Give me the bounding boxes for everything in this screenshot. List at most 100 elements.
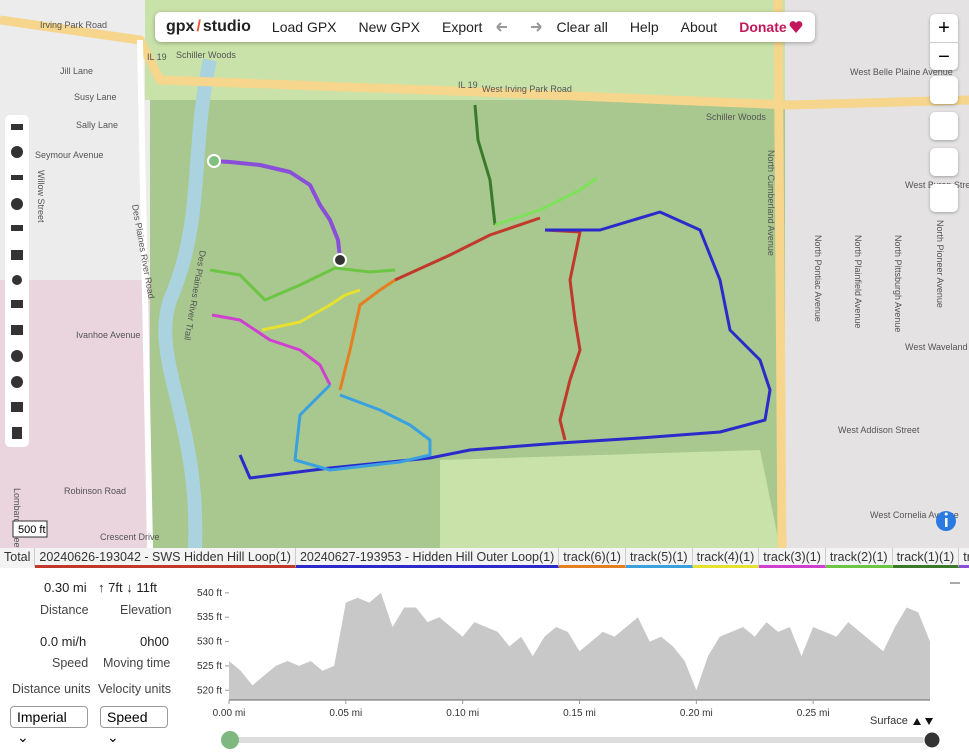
x-tick-label: 0.20 mi [680,708,713,719]
toolbar: gpx / studio Load GPX New GPX Export Clear… [155,12,815,42]
street-view-button[interactable] [930,148,958,176]
track [293,383,432,472]
tool[interactable] [11,225,23,231]
file-tab[interactable]: track(5)(1) [625,548,693,568]
logo-text: gpx [166,18,195,35]
elevation-label: Elevation [120,603,172,617]
layers-button[interactable] [930,184,958,212]
x-tick-label: 0.00 mi [213,708,246,719]
zoom-in[interactable]: + [938,17,950,39]
select-value: Speed [107,709,148,725]
menu-item[interactable]: Clear all [556,19,608,35]
file-tabs: Total 20240626-193042 - SWS Hidden Hill L… [0,548,969,568]
zoom-control: + − [930,14,958,70]
golf-course [440,450,780,548]
end-marker[interactable] [333,253,347,267]
track [544,228,582,441]
elevation-chart: Surface 520 ft 525 ft 530 ft 535 ft 540 ft 0.… [197,582,960,749]
file-tab[interactable]: track(3)(1) [759,548,826,568]
map-label: Susy Lane [74,92,117,102]
tool[interactable] [11,146,23,158]
map: Irving Park Road IL 19 IL 19 West Irving… [0,0,969,548]
tool[interactable] [11,198,23,210]
file-tab[interactable]: track(7) [959,548,969,568]
heart-icon [789,21,803,33]
file-tab[interactable]: track(1)(1) [892,548,960,568]
zoom-out[interactable]: − [930,42,958,71]
file-tab[interactable]: track(2)(1) [825,548,893,568]
road [0,15,969,110]
tool[interactable] [11,325,23,335]
menu-item[interactable]: Help [629,19,659,35]
velocity-units-select[interactable]: Speed ⌄ [100,706,168,745]
file-tab[interactable]: track(6)(1) [559,548,626,568]
map-label: West Irving Park Road [482,84,572,94]
menu-item[interactable]: Load GPX [271,19,337,35]
tool[interactable] [11,376,23,388]
distance-value: 0.30 mi [44,580,87,595]
tool[interactable] [11,402,23,412]
tool-icons [11,124,23,439]
surface-toggle[interactable] [913,718,933,725]
tool[interactable] [12,275,22,285]
file-tab[interactable]: track(4)(1) [692,548,760,568]
track [213,159,342,259]
track [473,104,497,226]
file-tab[interactable]: Total [0,548,36,568]
file-tab[interactable]: 20240626-193042 - SWS Hidden Hill Loop(1… [35,548,296,568]
speed-label: Speed [52,656,89,670]
speed-value: 0.0 mi/h [40,634,87,649]
road [773,0,787,548]
track [494,176,598,227]
menu-item[interactable]: New GPX [358,19,420,35]
menu-item[interactable]: Export [441,19,483,35]
road [137,39,153,548]
undo[interactable] [496,22,508,32]
y-tick-label: 535 ft [197,612,222,623]
distance-units-select[interactable]: Imperial ⌄ [10,706,88,745]
locate-button[interactable] [930,112,958,140]
tool[interactable] [11,124,23,130]
tracks [209,104,772,480]
elevation-down: 11ft [136,580,158,595]
donate[interactable]: Donate [739,19,787,35]
map-label: Seymour Avenue [35,150,103,160]
y-tick-label: 525 ft [197,661,222,672]
surface-label: Surface [870,715,908,727]
x-tick-label: 0.05 mi [329,708,362,719]
tool[interactable] [11,300,23,308]
slider-start[interactable] [221,731,239,749]
moving-time-value: 0h00 [140,634,169,649]
redo[interactable] [531,22,543,32]
tool[interactable] [11,250,23,260]
map-label: Irving Park Road [40,20,107,30]
map-label: Willow Street [36,170,46,223]
menu-item[interactable]: About [680,19,718,35]
tool[interactable] [11,175,23,180]
search-button[interactable] [930,76,958,104]
map-label: Crescent Drive [100,532,160,542]
select-value: Imperial [17,709,67,725]
tool[interactable] [12,427,22,439]
map-label: Robinson Road [64,486,126,496]
tool[interactable] [11,350,23,362]
slider-end[interactable] [923,731,941,749]
map-label: IL 19 [147,52,167,62]
start-marker[interactable] [207,154,221,168]
track [261,288,361,332]
undo-redo [496,22,543,32]
map-label: Schiller Woods [176,50,236,60]
file-tab[interactable]: 20240627-193953 - Hidden Hill Outer Loop… [295,548,560,568]
map-label: West Belle Plaine Avenue [850,67,953,77]
y-tick-label: 540 ft [197,588,222,599]
velocity-units-label: Velocity units [98,682,171,696]
scale-label: 500 ft [18,524,46,536]
distance-units-label: Distance units [12,682,91,696]
elevation-value: ↑ 7ft ↓ 11ft [98,580,158,595]
scale-bar [12,520,48,538]
track [209,266,396,302]
map-label: North Pittsburgh Avenue [893,235,903,332]
logo[interactable]: gpx / studio [166,18,251,36]
map-label: North Cumberland Avenue [766,150,776,256]
info-icon [944,512,948,516]
